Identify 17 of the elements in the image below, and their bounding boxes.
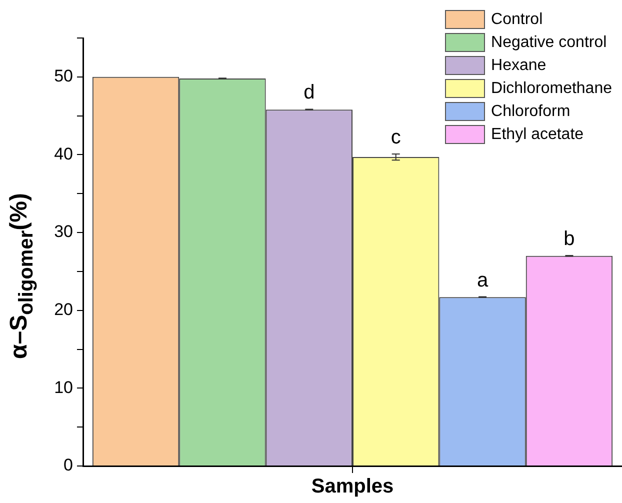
- y-tick-label: 30: [54, 222, 73, 242]
- data-label: b: [564, 228, 575, 250]
- data-label: c: [390, 126, 401, 148]
- legend-label: Negative control: [491, 34, 607, 52]
- y-tick-label: 20: [54, 300, 73, 320]
- y-tick-label: 0: [64, 456, 73, 475]
- y-tick-label: 50: [54, 66, 73, 86]
- legend-label: Dichloromethane: [491, 80, 612, 98]
- legend-label: Hexane: [491, 56, 546, 74]
- data-label: a: [476, 269, 489, 292]
- y-tick-label: 40: [54, 144, 73, 164]
- x-axis-title: Samples: [311, 476, 394, 498]
- legend-label: Chloroform: [491, 102, 570, 120]
- legend-label: Ethyl acetate: [491, 126, 584, 144]
- y-tick-label: 10: [54, 378, 73, 397]
- data-label: d: [304, 82, 315, 104]
- legend-label: Control: [491, 10, 543, 28]
